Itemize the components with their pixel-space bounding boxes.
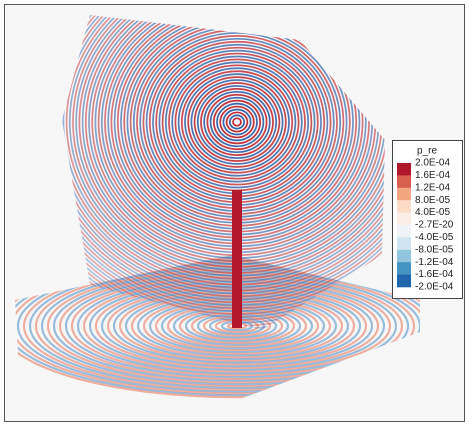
colorbar-band [397, 213, 411, 226]
colorbar-label: 1.6E-04 [415, 170, 450, 181]
colorbar-label: 2.0E-04 [415, 158, 450, 169]
colorbar-band [397, 225, 411, 238]
colorbar-label: -1.6E-04 [415, 269, 454, 280]
colorbar-label: 4.0E-05 [415, 207, 450, 218]
legend-title: p_re [417, 146, 437, 157]
colorbar-band [397, 250, 411, 263]
colorbar-label: -2.7E-20 [415, 220, 454, 231]
stem [232, 190, 242, 328]
page: p_re 2.0E-041.6E-041.2E-04 8.0E-054.0E-05… [0, 0, 469, 426]
colorbar-label: 1.2E-04 [415, 182, 450, 193]
colorbar-label: -4.0E-05 [415, 232, 454, 243]
visualization: p_re 2.0E-041.6E-041.2E-04 8.0E-054.0E-05… [0, 0, 469, 426]
colorbar-band [397, 163, 411, 176]
colorbar-band [397, 200, 411, 213]
colorbar-band [397, 262, 411, 275]
colorbar-label: -1.2E-04 [415, 257, 454, 268]
colorbar-legend: p_re 2.0E-041.6E-041.2E-04 8.0E-054.0E-05… [393, 141, 463, 299]
colorbar-label: -8.0E-05 [415, 244, 454, 255]
colorbar-band [397, 237, 411, 250]
colorbar-label: -2.0E-04 [415, 282, 454, 293]
colorbar-band [397, 175, 411, 188]
colorbar-band [397, 275, 411, 288]
colorbar-label: 8.0E-05 [415, 195, 450, 206]
colorbar-band [397, 188, 411, 201]
